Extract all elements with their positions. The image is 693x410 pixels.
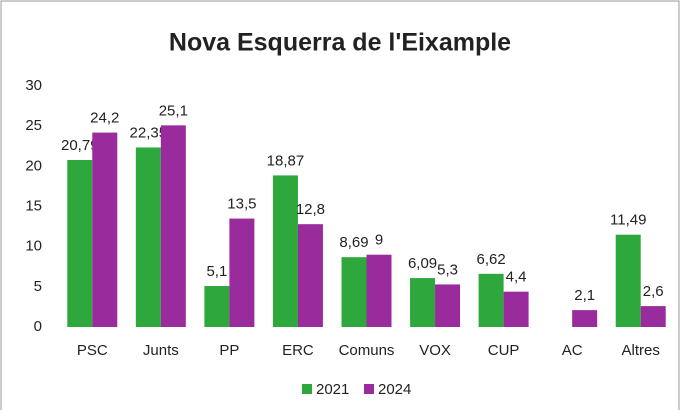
legend-swatch bbox=[364, 384, 374, 394]
bar bbox=[67, 159, 93, 327]
chart-title: Nova Esquerra de l'Eixample bbox=[169, 29, 511, 57]
value-label: 9 bbox=[375, 232, 383, 249]
x-tick-label: AC bbox=[562, 342, 583, 359]
bar bbox=[615, 234, 641, 327]
bar bbox=[92, 132, 118, 327]
value-label: 22,35 bbox=[130, 124, 168, 141]
bar bbox=[478, 273, 504, 327]
value-label: 6,62 bbox=[477, 251, 506, 268]
value-label: 6,09 bbox=[408, 255, 437, 272]
legend-label: 2021 bbox=[316, 381, 349, 398]
bar bbox=[204, 286, 230, 327]
bar bbox=[341, 257, 367, 327]
value-label: 13,5 bbox=[227, 196, 256, 213]
bar bbox=[272, 175, 298, 327]
legend-label: 2024 bbox=[378, 381, 411, 398]
x-tick-label: PP bbox=[219, 342, 239, 359]
bar bbox=[160, 125, 186, 327]
y-tick-label: 25 bbox=[25, 117, 42, 134]
bar bbox=[229, 218, 255, 327]
y-tick-label: 30 bbox=[25, 77, 42, 94]
x-tick-label: PSC bbox=[77, 342, 108, 359]
y-tick-label: 10 bbox=[25, 238, 42, 255]
value-label: 11,49 bbox=[610, 212, 646, 229]
bar bbox=[297, 224, 323, 327]
x-tick-label: Altres bbox=[622, 342, 660, 359]
x-tick-label: CUP bbox=[488, 342, 520, 359]
value-label: 24,2 bbox=[90, 110, 119, 127]
y-tick-label: 0 bbox=[34, 318, 42, 335]
bar bbox=[572, 310, 598, 327]
x-tick-label: ERC bbox=[282, 342, 314, 359]
bar bbox=[503, 291, 529, 327]
value-label: 25,1 bbox=[159, 102, 188, 119]
bar bbox=[640, 306, 666, 327]
y-tick-label: 5 bbox=[34, 278, 42, 295]
legend-swatch bbox=[302, 384, 312, 394]
bar bbox=[410, 278, 436, 327]
value-label: 20,79 bbox=[61, 137, 99, 154]
x-tick-label: Comuns bbox=[339, 342, 395, 359]
value-label: 18,87 bbox=[267, 152, 305, 169]
value-label: 5,3 bbox=[437, 261, 458, 278]
x-tick-label: VOX bbox=[419, 342, 451, 359]
value-label: 12,8 bbox=[296, 201, 325, 218]
value-label: 2,6 bbox=[643, 283, 664, 300]
value-label: 4,4 bbox=[506, 269, 527, 286]
y-tick-label: 20 bbox=[25, 157, 42, 174]
bar bbox=[135, 147, 161, 327]
value-label: 2,1 bbox=[574, 287, 595, 304]
value-label: 8,69 bbox=[339, 234, 368, 251]
x-tick-label: Junts bbox=[143, 342, 179, 359]
bar bbox=[366, 254, 392, 327]
bar bbox=[435, 284, 461, 327]
value-label: 5,1 bbox=[206, 263, 227, 280]
y-tick-label: 15 bbox=[25, 197, 42, 214]
